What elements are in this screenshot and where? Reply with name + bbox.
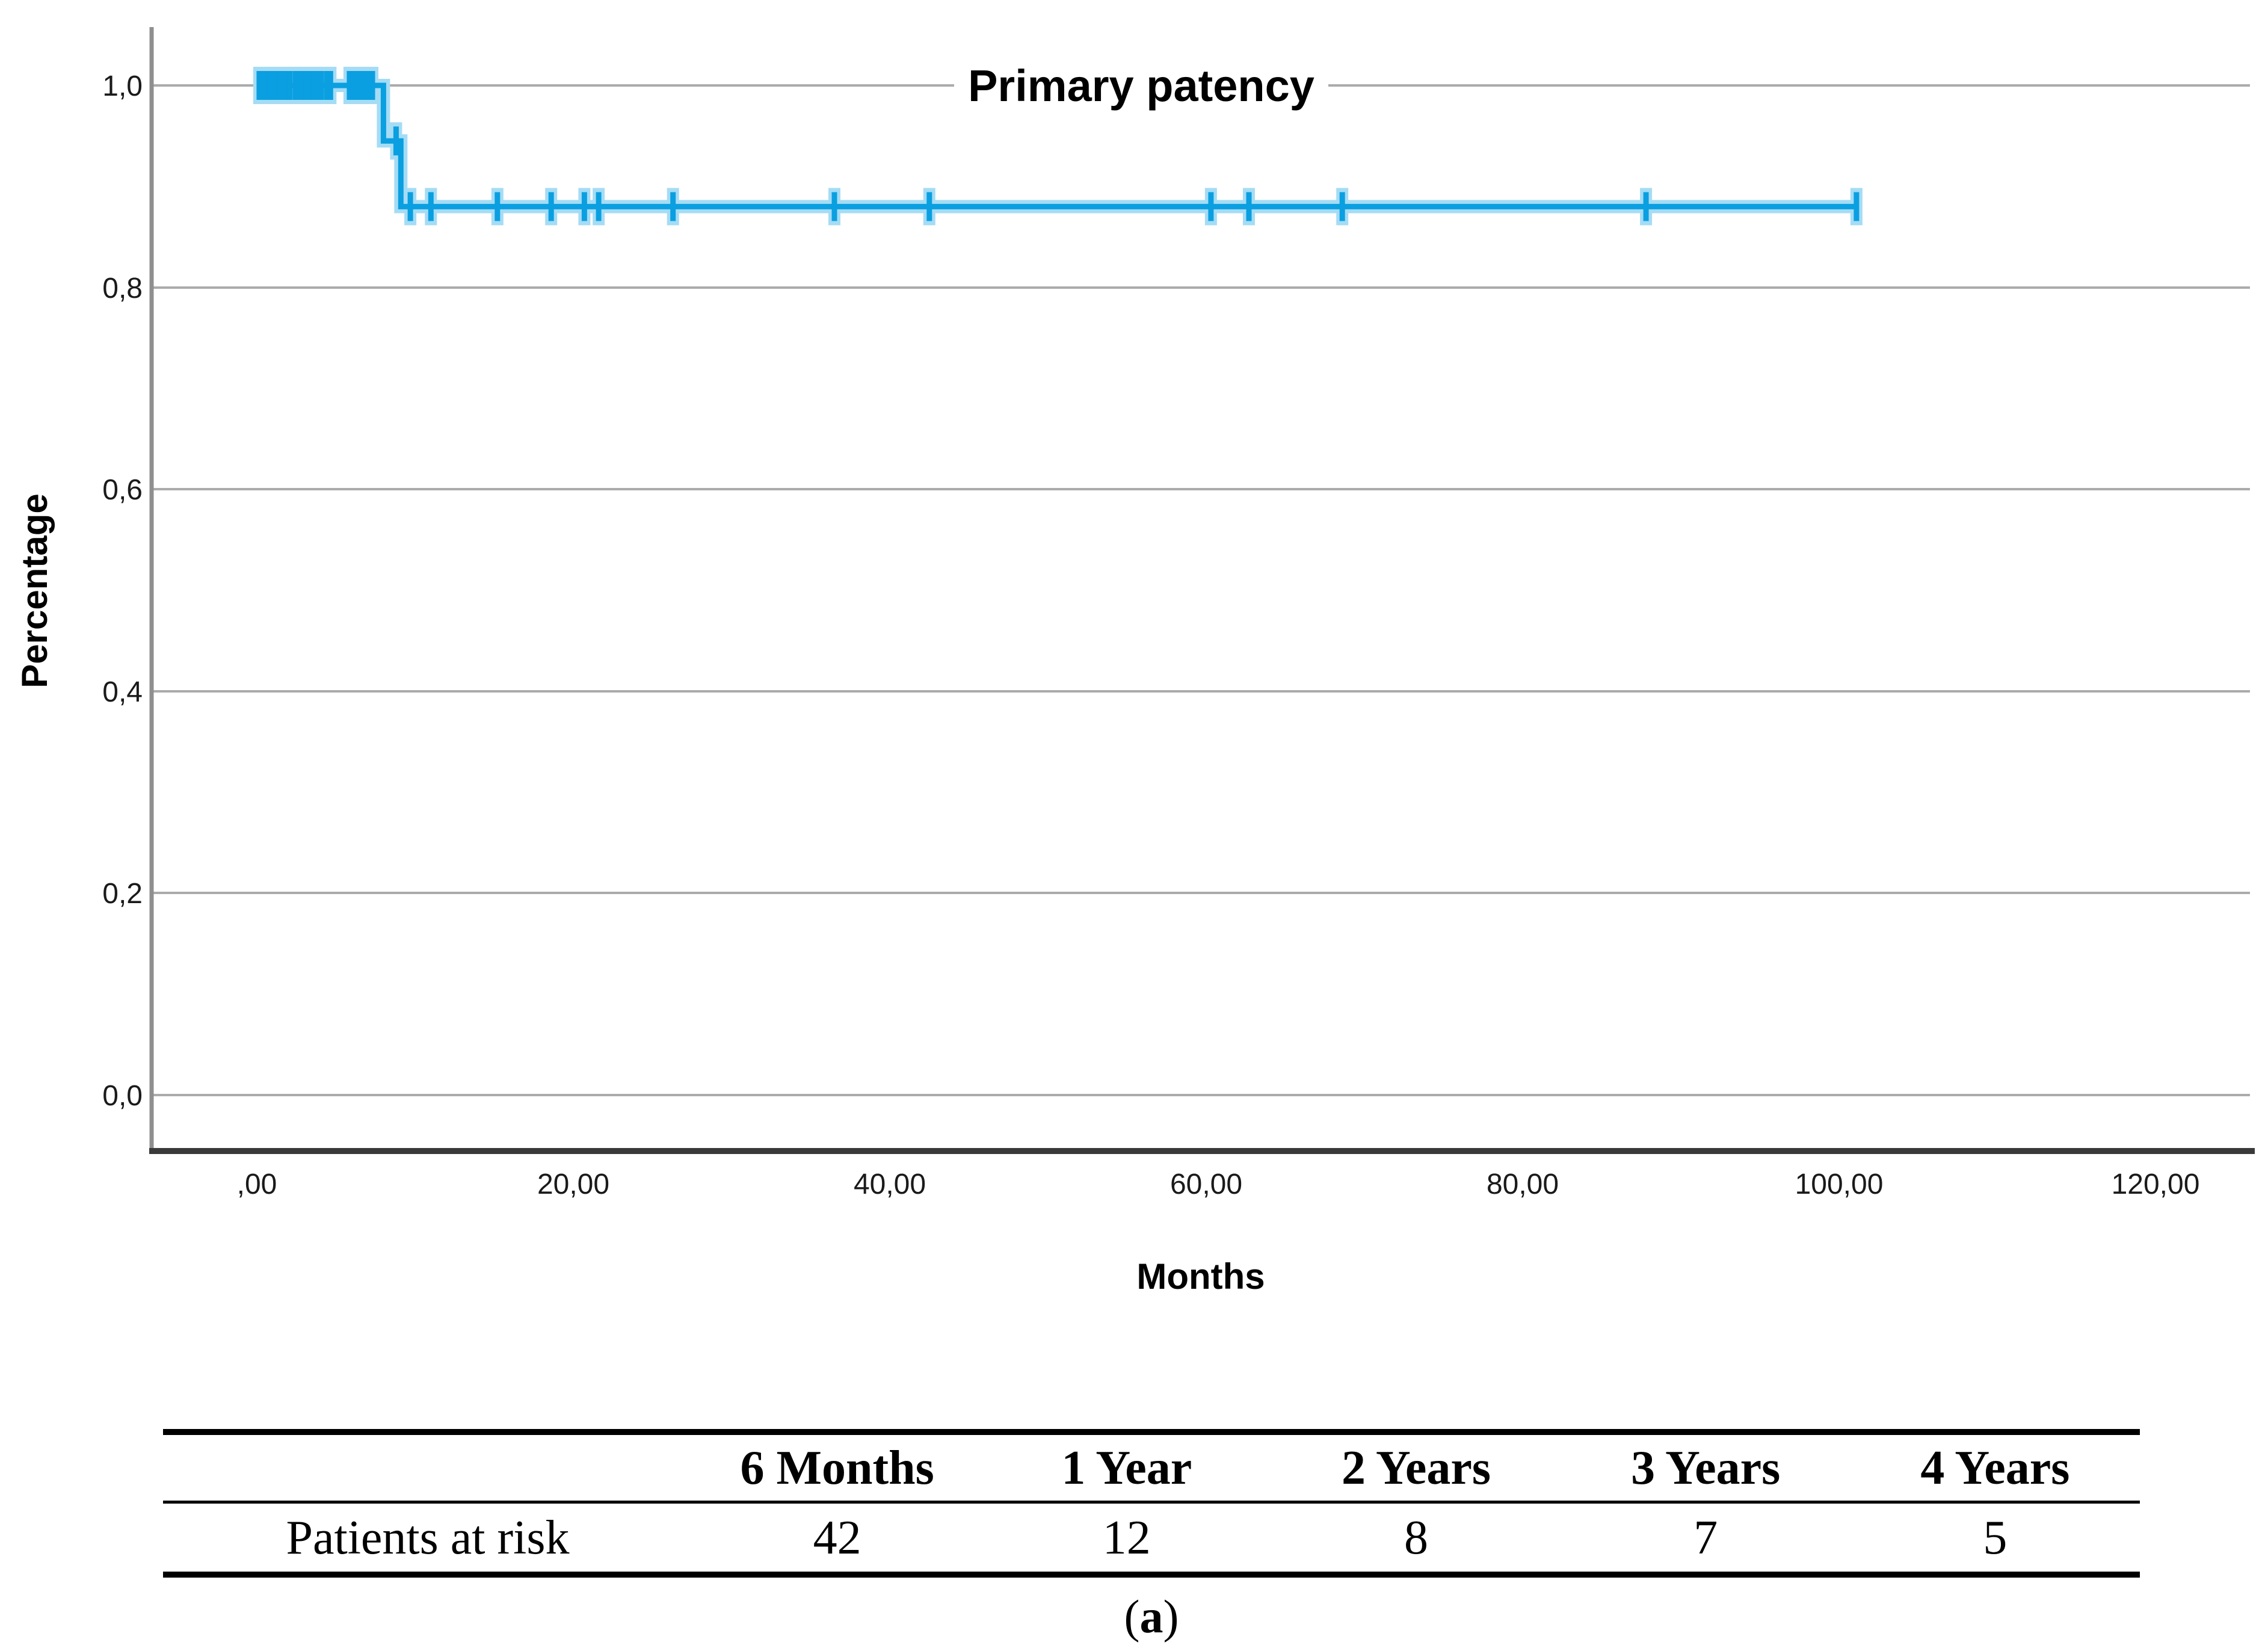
x-tick-label: 120,00: [2112, 1168, 2200, 1200]
table-header-cell: 2 Years: [1341, 1441, 1491, 1495]
x-tick-labels: ,00 20,00 40,00 60,00 80,00 100,00 120,0…: [237, 1168, 2200, 1200]
figure-caption: (a): [163, 1590, 2140, 1644]
x-tick-label: 60,00: [1170, 1168, 1242, 1200]
x-tick-label: 100,00: [1795, 1168, 1884, 1200]
y-tick-label: 0,0: [102, 1080, 143, 1112]
table-value-cell: 8: [1404, 1511, 1428, 1564]
table-rule-mid: [163, 1501, 2140, 1504]
table-header-cell: 3 Years: [1631, 1441, 1781, 1495]
table-value-cell: 12: [1102, 1511, 1151, 1564]
survival-curve-layer: [253, 67, 1863, 226]
title-backing: [954, 51, 1328, 120]
y-tick-label: 1,0: [102, 70, 143, 102]
table-header-cell: 6 Months: [740, 1441, 934, 1495]
y-tick-label: 0,8: [102, 273, 143, 304]
table-header-cell: 1 Year: [1061, 1441, 1192, 1495]
patients-at-risk-table: 6 Months 1 Year 2 Years 3 Years 4 Years …: [163, 1429, 2140, 1578]
x-tick-label: 40,00: [854, 1168, 926, 1200]
y-tick-labels: 0,0 0,2 0,4 0,6 0,8 1,0: [102, 70, 143, 1112]
table-value-cell: 42: [813, 1511, 861, 1564]
gridlines: [152, 84, 2250, 1096]
table-value-cell: 7: [1693, 1511, 1718, 1564]
table-header-row: 6 Months 1 Year 2 Years 3 Years 4 Years: [163, 1435, 2140, 1501]
caption-paren-close: ): [1163, 1590, 1179, 1643]
kaplan-meier-chart: Primary patency 0,0 0,2 0,4 0,6 0,8 1,0 …: [14, 27, 2255, 1297]
table-rule-bottom: [163, 1572, 2140, 1578]
x-tick-label: ,00: [237, 1168, 277, 1200]
table-rule-top: [163, 1429, 2140, 1435]
y-axis-title: Percentage: [14, 493, 55, 688]
table-row: Patients at risk 42 12 8 7 5: [163, 1504, 2140, 1572]
chart-title: Primary patency: [968, 61, 1314, 111]
y-tick-label: 0,6: [102, 474, 143, 506]
caption-paren-open: (: [1124, 1590, 1140, 1643]
table-value-cell: 5: [1983, 1511, 2008, 1564]
y-tick-label: 0,4: [102, 676, 143, 708]
x-tick-label: 80,00: [1487, 1168, 1559, 1200]
x-tick-label: 20,00: [537, 1168, 609, 1200]
table-row-label: Patients at risk: [286, 1511, 570, 1564]
y-tick-label: 0,2: [102, 878, 143, 910]
x-axis-title: Months: [1136, 1256, 1265, 1297]
caption-letter: a: [1139, 1590, 1163, 1643]
table-header-cell: 4 Years: [1920, 1441, 2070, 1495]
